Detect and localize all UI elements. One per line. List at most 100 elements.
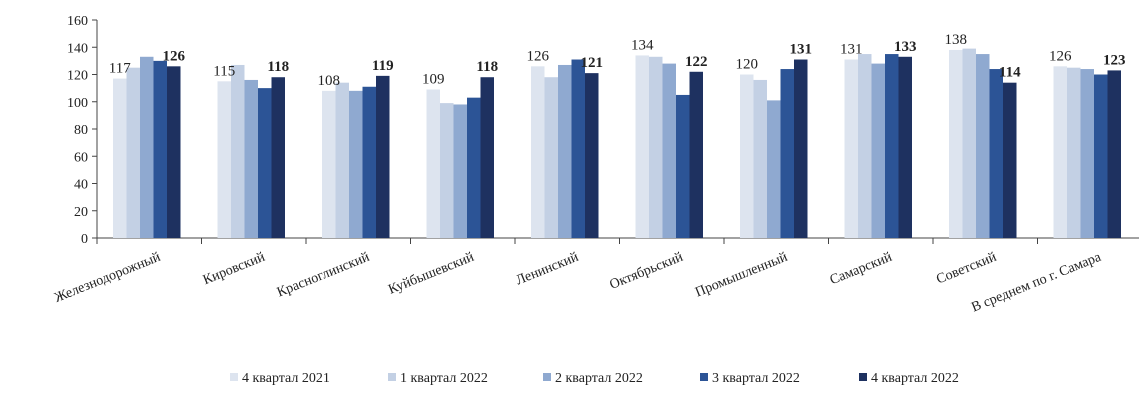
x-category-label: Кировский [201, 250, 268, 289]
data-label: 120 [736, 57, 759, 73]
bar [689, 71, 703, 239]
bar [335, 82, 349, 238]
bar [271, 77, 285, 238]
bar [258, 88, 272, 238]
bar [858, 54, 872, 238]
data-label: 131 [790, 42, 813, 58]
bar [844, 59, 858, 239]
data-label: 115 [213, 63, 235, 79]
legend-item: 3 квартал 2022 [700, 371, 800, 386]
data-label: 122 [685, 54, 708, 70]
y-tick-label: 140 [67, 41, 88, 56]
y-tick-label: 100 [67, 96, 88, 111]
x-category-label: Красноглинский [275, 250, 372, 301]
x-category-label: Ленинский [514, 250, 581, 289]
x-category-label: Куйбышевский [386, 250, 476, 298]
bar [976, 54, 990, 238]
bar [585, 73, 599, 238]
bar [885, 54, 899, 238]
bar [753, 79, 767, 238]
data-label: 117 [109, 61, 131, 77]
bar [1080, 69, 1094, 238]
bar [898, 56, 912, 238]
bar [962, 48, 976, 238]
data-label: 119 [372, 58, 394, 74]
data-label: 126 [527, 48, 550, 64]
bar [635, 55, 649, 238]
bar [376, 75, 390, 238]
bar [480, 77, 494, 238]
data-label: 121 [581, 55, 604, 71]
data-label: 118 [476, 59, 498, 75]
bar [1053, 66, 1067, 238]
data-label: 108 [318, 73, 341, 89]
x-category-label: Железнодорожный [52, 250, 163, 306]
bar [362, 86, 376, 238]
y-tick-label: 40 [74, 178, 88, 193]
y-tick-label: 60 [74, 150, 88, 165]
data-label: 123 [1103, 52, 1126, 68]
legend-label: 4 квартал 2022 [871, 371, 959, 386]
data-label: 134 [631, 37, 654, 53]
bar [231, 64, 245, 239]
data-label: 109 [422, 71, 445, 87]
bar [558, 64, 572, 239]
data-label: 133 [894, 39, 917, 55]
bar [140, 56, 154, 238]
bar [1003, 82, 1017, 238]
legend-label: 4 квартал 2021 [242, 371, 330, 386]
bar [426, 89, 440, 238]
data-label: 138 [945, 32, 968, 48]
data-label: 126 [163, 48, 186, 64]
bar [244, 79, 258, 238]
legend-swatch [859, 373, 867, 381]
bar [794, 59, 808, 239]
legend-label: 3 квартал 2022 [712, 371, 800, 386]
bar [167, 66, 181, 238]
bar [740, 74, 754, 238]
bar [544, 77, 558, 238]
x-category-label: Октябрьский [608, 250, 686, 293]
data-label: 114 [999, 65, 1021, 81]
bar [1107, 70, 1121, 238]
bar [113, 78, 127, 239]
bar [949, 49, 963, 238]
legend-item: 1 квартал 2022 [388, 371, 488, 386]
bar [453, 104, 467, 238]
y-tick-label: 0 [81, 232, 88, 247]
y-tick-label: 120 [67, 69, 88, 84]
bar [780, 69, 794, 238]
bar [871, 63, 885, 238]
y-tick-label: 20 [74, 205, 88, 220]
bar [217, 81, 231, 238]
legend-item: 2 квартал 2022 [543, 371, 643, 386]
bar [571, 59, 585, 239]
legend-swatch [700, 373, 708, 381]
bar [1094, 74, 1108, 238]
x-category-label: Промышленный [693, 250, 790, 301]
legend-swatch [388, 373, 396, 381]
bar [1067, 67, 1081, 238]
bar [126, 67, 140, 238]
legend-item: 4 квартал 2022 [859, 371, 959, 386]
bar [989, 69, 1003, 238]
bar [767, 100, 781, 238]
data-label: 131 [840, 42, 863, 58]
bar [349, 90, 363, 238]
x-category-label: Советский [934, 250, 999, 288]
legend-label: 2 квартал 2022 [555, 371, 643, 386]
data-label: 118 [267, 59, 289, 75]
legend-item: 4 квартал 2021 [230, 371, 330, 386]
bar [322, 90, 336, 238]
bar [662, 63, 676, 238]
bar [467, 97, 481, 238]
legend-swatch [543, 373, 551, 381]
y-tick-label: 160 [67, 14, 88, 29]
bar [153, 60, 167, 238]
legend-label: 1 квартал 2022 [400, 371, 488, 386]
legend-swatch [230, 373, 238, 381]
y-tick-label: 80 [74, 123, 88, 138]
data-label: 126 [1049, 48, 1072, 64]
